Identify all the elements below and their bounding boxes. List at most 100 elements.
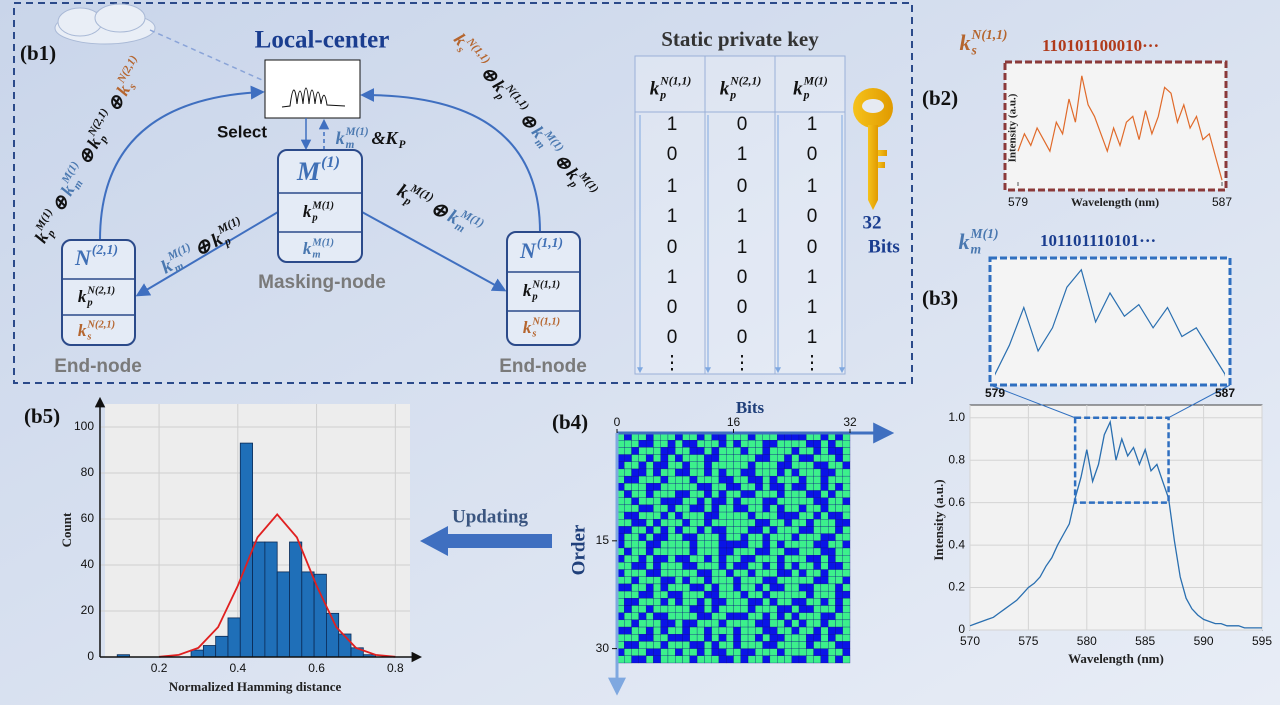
bit-cell: [791, 655, 800, 664]
bit-cell: [747, 440, 756, 448]
bit-cell: [755, 626, 763, 635]
bit-cell: [740, 533, 749, 541]
bit-cell: [682, 468, 690, 477]
bit-cell: [791, 461, 800, 470]
bit-cell: [733, 519, 741, 527]
bit-cell: [828, 583, 836, 592]
bit-cell: [798, 634, 807, 642]
bit-cell: [624, 504, 632, 513]
bit-cell: [631, 555, 639, 563]
bit-cell: [675, 569, 683, 577]
bit-cell: [624, 468, 632, 477]
bit-cell: [747, 590, 756, 599]
bit-cell: [653, 648, 661, 656]
bit-cell: [682, 497, 690, 506]
bit-cell: [828, 497, 836, 506]
bit-cell: [667, 511, 676, 520]
bit-cell: [755, 598, 763, 606]
bit-cell: [726, 519, 734, 527]
bit-cell: [769, 626, 778, 635]
key-icon: [853, 88, 893, 210]
bit-cell: [835, 475, 843, 484]
bit-cell: [813, 626, 822, 635]
bit-cell: [798, 562, 807, 570]
x-tick-label: 32: [843, 415, 857, 429]
bit-cell: [777, 526, 785, 534]
bit-cell: [755, 648, 763, 656]
bit-cell: [740, 655, 749, 664]
bit-cell: [777, 533, 785, 541]
bit-cell: [813, 468, 822, 477]
bit-cell: [726, 598, 734, 606]
bit-cell: [667, 547, 676, 556]
bar: [301, 571, 315, 658]
bit-cell: [689, 634, 698, 642]
bit-cell: [631, 590, 639, 599]
bit-cell: [624, 576, 632, 585]
bit-cell: [638, 526, 647, 534]
bit-cell: [638, 555, 647, 563]
bit-cell: [667, 483, 676, 491]
bit-cell: [718, 540, 727, 549]
bit-cell: [755, 583, 763, 592]
bit-cell: [653, 576, 661, 585]
bit-cell: [689, 655, 698, 664]
bit-cell: [740, 569, 749, 577]
bit-cell: [813, 483, 822, 491]
bit-cell: [726, 576, 734, 585]
left-end-node: [61, 239, 136, 346]
bit-cell: [704, 590, 712, 599]
bit-cell: [726, 590, 734, 599]
bit-cell: [762, 555, 771, 563]
bit-cell: [726, 454, 734, 462]
bit-cell: [791, 454, 800, 462]
bit-cell: [711, 569, 720, 577]
zoom-connector: [1168, 384, 1231, 419]
bit-cell: [645, 511, 654, 520]
bit-cell: [755, 540, 763, 549]
bit-cell: [835, 540, 843, 549]
bit-cell: [704, 468, 712, 477]
bit-cell: [653, 504, 661, 513]
bit-cell: [718, 461, 727, 470]
bit-cell: [689, 440, 698, 448]
bit-cell: [667, 641, 676, 649]
bit-cell: [689, 490, 698, 498]
bit-cell: [667, 583, 676, 592]
bit-cell: [769, 447, 778, 455]
bit-cell: [791, 519, 800, 527]
bit-cell: [711, 605, 720, 613]
bit-cell: [631, 504, 639, 513]
bit-cell: [806, 605, 814, 613]
bit-cell: [791, 590, 800, 599]
bit-cell: [769, 648, 778, 656]
formula-sub: p: [729, 88, 736, 101]
bit-cell: [660, 641, 669, 649]
bit-cell: [682, 483, 690, 491]
bit-cell: [769, 511, 778, 520]
bit-cell: [806, 447, 814, 455]
zoom-connector: [989, 384, 1076, 419]
bit-cell: [755, 468, 763, 477]
bit-cell: [653, 533, 661, 541]
bit-cell: [645, 533, 654, 541]
bit-cell: [718, 619, 727, 628]
bit-cell: [704, 605, 712, 613]
formula-sup: N(2,1): [86, 319, 115, 330]
bit-cell: [711, 655, 720, 664]
bit-cell: [726, 461, 734, 470]
bit-cell: [769, 468, 778, 477]
bit-cell: [784, 590, 792, 599]
bit-cell: [645, 648, 654, 656]
y-tick-label: 1.0: [948, 410, 965, 424]
bit-cell: [784, 626, 792, 635]
bit-cell: [631, 526, 639, 534]
bit-cell: [798, 490, 807, 498]
bit-cell: [689, 619, 698, 628]
bit-cell: [667, 440, 676, 448]
bit-cell: [798, 475, 807, 484]
bit-cell: [769, 569, 778, 577]
y-tick-label: 60: [81, 511, 95, 525]
bit-cell: [828, 547, 836, 556]
bit-cell: [740, 555, 749, 563]
